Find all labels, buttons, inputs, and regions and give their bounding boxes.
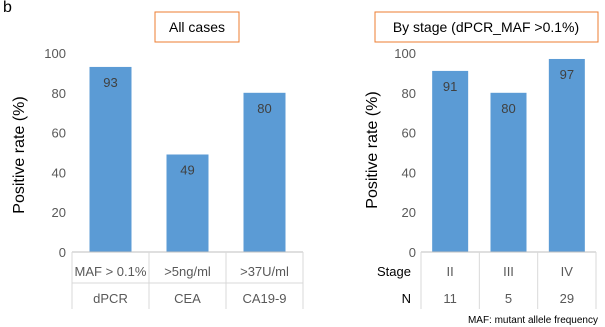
data-label: 97 (560, 67, 574, 82)
chart-title: All cases (169, 19, 225, 35)
chart-all-cases: All cases Positive rate (%) 0 20 40 60 80 100… (11, 11, 304, 309)
data-label: 93 (103, 75, 117, 90)
y-tick-label: 0 (59, 245, 66, 260)
x-tick-label: >37U/ml (240, 264, 289, 279)
y-tick-label: 40 (402, 165, 416, 180)
figure-label: b (3, 0, 12, 16)
row-label: Stage (377, 264, 411, 279)
y-tick-label: 100 (44, 46, 66, 61)
y-tick-label: 100 (394, 46, 416, 61)
count-label: 11 (443, 291, 457, 306)
data-label: 49 (180, 162, 194, 177)
x-tick-label: >5ng/ml (164, 264, 211, 279)
bar (166, 154, 209, 252)
y-tick-label: 80 (402, 86, 416, 101)
data-label: 80 (257, 101, 271, 116)
y-tick-label: 40 (52, 165, 66, 180)
bar (89, 66, 132, 253)
bar (490, 92, 527, 252)
count-label: 29 (560, 291, 574, 306)
count-label: 5 (505, 291, 512, 306)
x-tick-label: MAF > 0.1% (75, 264, 147, 279)
y-tick-label: 80 (52, 86, 66, 101)
x-tick-label: IV (561, 264, 574, 279)
chart-title: By stage (dPCR_MAF >0.1%) (393, 19, 579, 35)
y-tick-label: 60 (52, 126, 66, 141)
y-tick-label: 60 (402, 126, 416, 141)
row-label: N (402, 291, 411, 306)
group-label: CEA (174, 291, 201, 306)
y-axis-label: Positive rate (%) (11, 96, 28, 213)
y-tick-label: 20 (402, 205, 416, 220)
bar (548, 58, 585, 252)
data-label: 91 (443, 79, 457, 94)
bar (243, 92, 286, 252)
x-tick-label: III (503, 264, 514, 279)
title-box (374, 11, 599, 43)
chart-by-stage: By stage (dPCR_MAF >0.1%) Positive rate … (364, 11, 599, 309)
group-label: dPCR (93, 291, 128, 306)
y-tick-label: 20 (52, 205, 66, 220)
y-tick-label: 0 (409, 245, 416, 260)
bar (432, 70, 469, 252)
group-label: CA19-9 (242, 291, 286, 306)
x-tick-label: II (447, 264, 454, 279)
data-label: 80 (501, 101, 515, 116)
footnote: MAF: mutant allele frequency (468, 315, 598, 326)
y-axis-label: Positive rate (%) (364, 91, 381, 208)
title-box (154, 11, 240, 43)
